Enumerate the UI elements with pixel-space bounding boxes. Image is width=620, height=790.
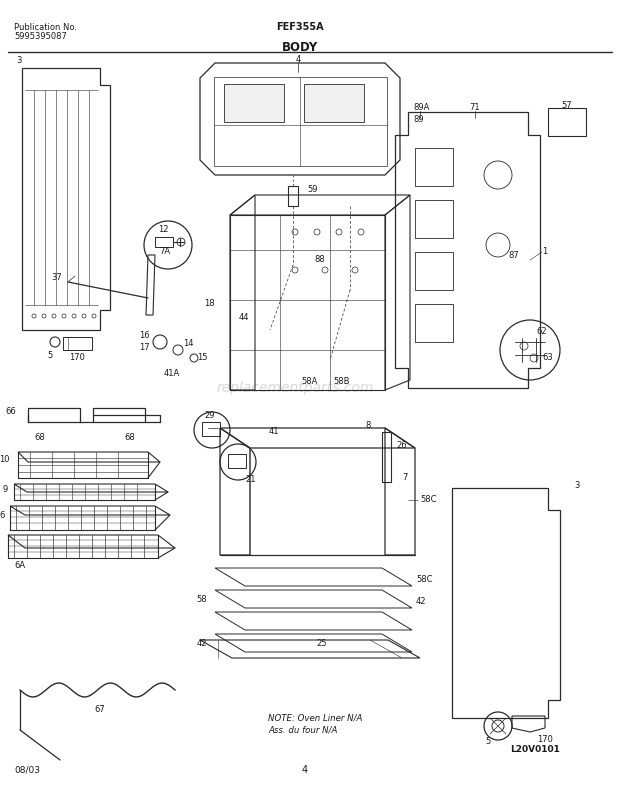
- Text: replacementparts.com: replacementparts.com: [216, 381, 374, 395]
- Text: 89: 89: [413, 115, 423, 125]
- Text: 41A: 41A: [164, 370, 180, 378]
- Text: 16: 16: [140, 332, 150, 340]
- Bar: [288, 186, 298, 206]
- Text: 29: 29: [205, 411, 215, 419]
- Bar: [228, 454, 246, 468]
- Text: 4: 4: [302, 765, 308, 775]
- Text: 1: 1: [542, 247, 547, 257]
- Text: Publication No.: Publication No.: [14, 23, 77, 32]
- Text: 58C: 58C: [416, 575, 433, 585]
- Text: 5: 5: [485, 738, 490, 747]
- Bar: [415, 200, 453, 238]
- Text: 4: 4: [295, 55, 301, 63]
- Bar: [415, 304, 453, 342]
- Text: 88: 88: [314, 255, 326, 265]
- Text: 87: 87: [508, 251, 519, 261]
- Bar: [155, 237, 173, 247]
- Text: 58A: 58A: [302, 378, 318, 386]
- Text: 62: 62: [537, 328, 547, 337]
- Text: 17: 17: [140, 344, 150, 352]
- Text: 37: 37: [51, 273, 62, 283]
- Text: 8: 8: [365, 422, 371, 431]
- Text: FEF355A: FEF355A: [276, 22, 324, 32]
- Text: 26: 26: [396, 441, 407, 450]
- Bar: [214, 77, 387, 166]
- Bar: [304, 84, 364, 122]
- Text: BODY: BODY: [282, 41, 318, 54]
- Text: 63: 63: [542, 353, 554, 363]
- Text: 71: 71: [470, 103, 480, 112]
- Text: NOTE: Oven Liner N/A: NOTE: Oven Liner N/A: [268, 713, 362, 723]
- Text: 18: 18: [204, 299, 215, 309]
- Text: 89A: 89A: [413, 103, 430, 112]
- Text: 14: 14: [183, 340, 193, 348]
- Text: 67: 67: [95, 705, 105, 714]
- Bar: [415, 148, 453, 186]
- Text: 41: 41: [268, 427, 279, 437]
- Text: 44: 44: [239, 314, 249, 322]
- Text: 5995395087: 5995395087: [14, 32, 67, 41]
- Text: 57: 57: [562, 100, 572, 110]
- Text: 6A: 6A: [14, 562, 25, 570]
- Bar: [202, 422, 220, 436]
- Text: 58: 58: [197, 595, 207, 604]
- Text: 7: 7: [402, 473, 407, 483]
- Bar: [548, 108, 586, 136]
- Text: 12: 12: [158, 225, 169, 235]
- Text: 3: 3: [574, 480, 579, 490]
- Text: 66: 66: [5, 408, 16, 416]
- Text: 7A: 7A: [159, 247, 170, 257]
- Text: 170: 170: [537, 735, 553, 744]
- Text: 42: 42: [416, 597, 427, 607]
- Text: 42: 42: [197, 638, 207, 648]
- Bar: [382, 432, 391, 482]
- Bar: [415, 252, 453, 290]
- Text: 21: 21: [245, 476, 255, 484]
- Bar: [224, 84, 284, 122]
- Text: 15: 15: [197, 353, 207, 363]
- Text: 68: 68: [35, 434, 45, 442]
- Text: 5: 5: [47, 352, 53, 360]
- Text: 9: 9: [2, 486, 8, 495]
- Text: Ass. du four N/A: Ass. du four N/A: [268, 725, 337, 735]
- Text: 68: 68: [125, 434, 135, 442]
- Text: 25: 25: [317, 639, 327, 649]
- Text: 58B: 58B: [334, 378, 350, 386]
- Text: 3: 3: [16, 56, 21, 65]
- Text: L20V0101: L20V0101: [510, 746, 560, 754]
- Text: 6: 6: [0, 511, 5, 521]
- Text: 59: 59: [307, 186, 317, 194]
- Text: 08/03: 08/03: [14, 766, 40, 774]
- Text: 10: 10: [0, 456, 10, 465]
- Text: 58C: 58C: [420, 495, 436, 505]
- Text: 170: 170: [69, 352, 85, 362]
